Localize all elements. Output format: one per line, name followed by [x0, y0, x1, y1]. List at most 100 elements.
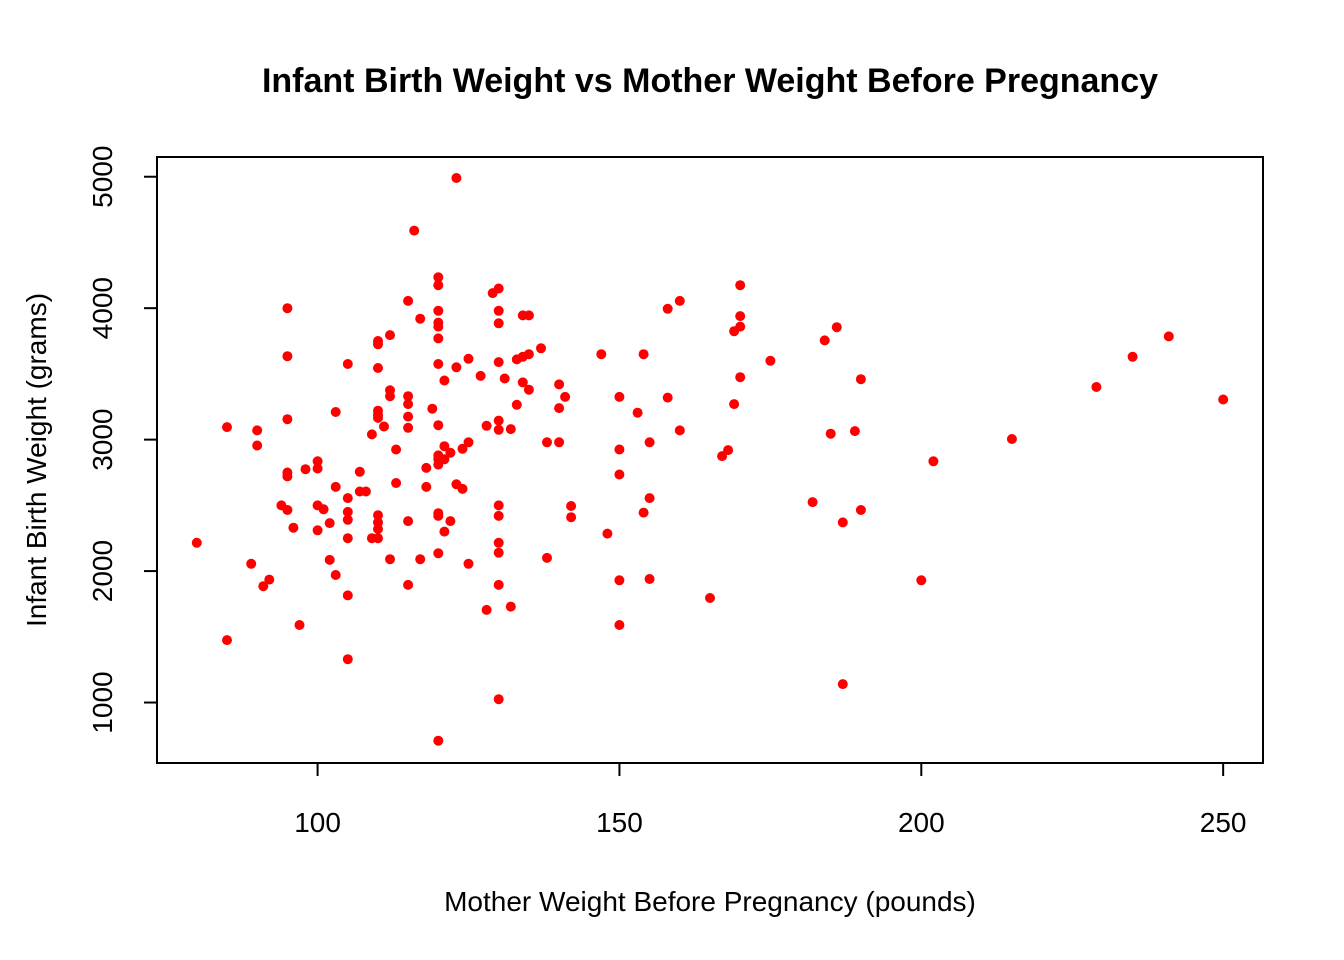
data-point — [638, 507, 649, 518]
data-point — [493, 510, 504, 521]
data-points — [191, 173, 1229, 746]
plot-frame — [156, 156, 1264, 764]
data-point — [342, 493, 353, 504]
data-point — [330, 481, 341, 492]
data-point — [705, 593, 715, 603]
data-point — [252, 425, 263, 436]
data-point — [246, 558, 257, 569]
data-point — [354, 466, 365, 477]
data-point — [385, 554, 395, 565]
data-point — [391, 444, 402, 455]
data-point — [542, 437, 552, 448]
data-point — [493, 357, 504, 368]
data-point — [373, 533, 383, 544]
data-point — [1091, 382, 1102, 392]
data-point — [318, 504, 329, 515]
data-point — [463, 437, 474, 448]
data-point — [445, 516, 456, 527]
data-point — [252, 440, 263, 451]
data-point — [427, 403, 438, 414]
data-point — [735, 321, 746, 332]
data-point — [765, 355, 776, 366]
data-point — [403, 399, 414, 410]
data-point — [499, 373, 510, 384]
data-point — [831, 322, 842, 333]
x-tick-label: 200 — [898, 807, 945, 838]
data-point — [837, 679, 848, 690]
data-point — [505, 601, 516, 612]
data-point — [723, 445, 734, 456]
data-point — [222, 422, 232, 433]
x-axis: 100 150 200 250 — [294, 762, 1247, 838]
data-point — [523, 349, 534, 360]
data-point — [342, 506, 353, 517]
data-point — [481, 420, 492, 431]
data-point — [451, 362, 462, 373]
data-point — [825, 428, 836, 439]
data-point — [614, 391, 625, 402]
data-point — [475, 370, 486, 381]
data-point — [373, 510, 383, 521]
data-point — [379, 421, 389, 432]
data-point — [614, 469, 625, 480]
data-point — [505, 424, 516, 435]
data-point — [819, 335, 830, 346]
data-point — [493, 579, 504, 590]
data-point — [916, 575, 927, 586]
y-axis: 1000 2000 3000 4000 5000 — [87, 146, 158, 734]
data-point — [403, 411, 414, 422]
data-point — [433, 333, 444, 344]
data-point — [493, 424, 504, 435]
data-point — [662, 303, 673, 314]
data-point — [282, 471, 293, 482]
data-point — [837, 517, 848, 528]
data-point — [433, 280, 444, 291]
data-point — [373, 524, 383, 534]
data-point — [662, 392, 673, 403]
data-point — [409, 225, 420, 236]
data-point — [602, 528, 613, 539]
data-point — [517, 377, 528, 388]
data-point — [312, 525, 323, 536]
y-tick-label: 4000 — [87, 277, 118, 339]
data-point — [342, 533, 353, 544]
data-point — [330, 407, 341, 417]
data-point — [523, 310, 534, 321]
data-point — [421, 481, 432, 492]
data-point — [264, 574, 275, 585]
data-point — [403, 391, 414, 402]
data-point — [282, 351, 293, 362]
data-point — [729, 399, 740, 410]
data-point — [373, 412, 383, 423]
data-point — [288, 522, 299, 533]
data-point — [735, 280, 746, 291]
data-point — [403, 422, 414, 433]
chart-title: Infant Birth Weight vs Mother Weight Bef… — [262, 62, 1158, 100]
data-point — [596, 349, 607, 360]
data-point — [644, 493, 655, 504]
data-point — [463, 353, 474, 364]
data-point — [463, 558, 474, 569]
data-point — [439, 526, 450, 537]
data-point — [523, 384, 534, 395]
data-point — [421, 462, 432, 473]
data-point — [493, 415, 504, 426]
data-point — [554, 403, 565, 414]
x-tick-label: 250 — [1200, 807, 1247, 838]
data-point — [403, 516, 414, 527]
data-point — [385, 391, 395, 402]
data-point — [366, 429, 377, 440]
data-point — [560, 391, 571, 402]
data-point — [536, 343, 546, 354]
data-point — [493, 537, 504, 548]
data-point — [373, 339, 383, 350]
x-axis-label: Mother Weight Before Pregnancy (pounds) — [444, 886, 976, 917]
data-point — [1006, 434, 1017, 444]
data-point — [391, 478, 402, 488]
data-point — [855, 374, 866, 385]
data-point — [457, 483, 468, 494]
data-point — [493, 547, 504, 558]
data-point — [735, 311, 746, 322]
data-point — [312, 463, 323, 474]
